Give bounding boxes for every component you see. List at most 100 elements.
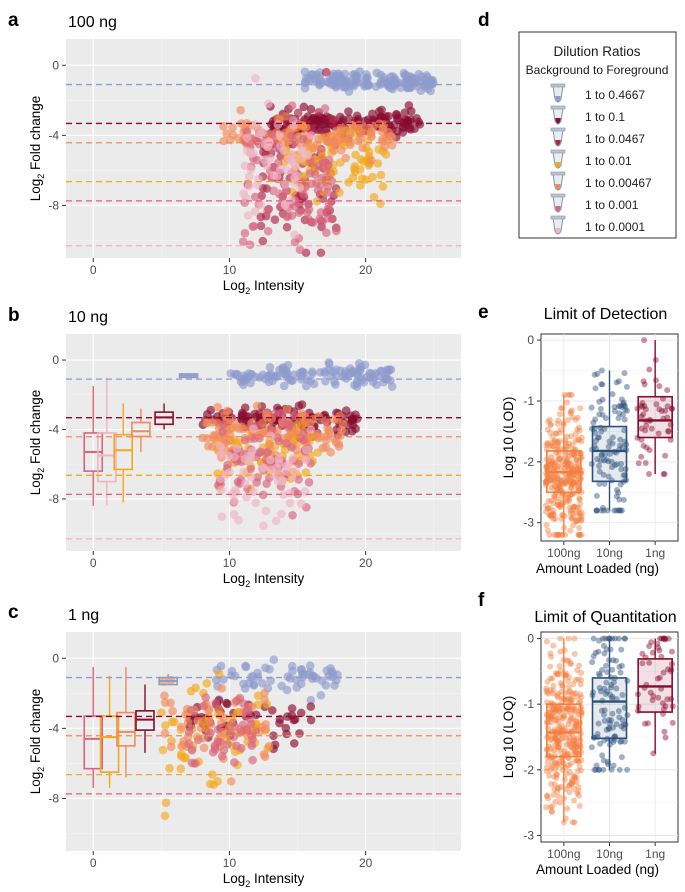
data-point <box>658 408 665 415</box>
data-point <box>304 73 313 82</box>
data-point <box>592 437 599 444</box>
data-point <box>616 766 623 773</box>
data-point <box>551 463 558 470</box>
data-point <box>570 479 577 486</box>
data-point <box>301 123 311 132</box>
data-point <box>232 741 241 751</box>
data-point <box>543 442 550 449</box>
data-point <box>566 453 573 460</box>
data-point <box>229 732 239 741</box>
tube-cap-icon <box>550 171 566 176</box>
data-point <box>567 507 574 514</box>
data-point <box>638 453 645 460</box>
data-point <box>555 690 562 697</box>
data-point <box>659 700 666 707</box>
data-point <box>246 472 256 482</box>
data-point <box>554 784 561 791</box>
data-point <box>606 691 613 698</box>
data-point <box>269 655 279 664</box>
data-point <box>331 438 341 447</box>
data-point <box>361 80 370 90</box>
data-point <box>565 689 572 696</box>
legend-item-label: 1 to 0.001 <box>585 198 639 212</box>
data-point <box>601 451 608 458</box>
data-point <box>613 461 620 468</box>
data-point <box>554 486 561 493</box>
data-point <box>576 531 583 538</box>
data-point <box>242 373 252 383</box>
data-point <box>290 230 299 240</box>
data-point <box>348 173 358 182</box>
data-point <box>242 725 252 735</box>
data-point <box>304 477 314 487</box>
data-point <box>600 757 607 764</box>
legend-item: 1 to 0.1 <box>550 105 625 125</box>
data-point <box>310 77 319 86</box>
panel-title-a: 100 ng <box>68 14 117 31</box>
data-point <box>588 744 595 751</box>
data-point <box>187 758 197 768</box>
data-point <box>571 451 578 458</box>
data-point <box>224 451 233 460</box>
legend-item-label: 1 to 0.0467 <box>585 132 645 146</box>
data-point <box>199 743 209 753</box>
data-point <box>247 447 256 456</box>
data-point <box>554 498 561 505</box>
data-point <box>554 463 561 470</box>
data-point <box>608 682 615 689</box>
data-point <box>550 511 557 518</box>
data-point <box>605 458 612 465</box>
data-point <box>621 635 628 642</box>
data-point <box>597 740 604 747</box>
data-point <box>294 401 304 411</box>
data-point <box>564 695 571 702</box>
data-point <box>550 507 557 514</box>
data-point <box>578 677 585 684</box>
data-point <box>562 531 569 538</box>
data-point <box>248 755 257 765</box>
data-point <box>161 798 171 808</box>
data-point <box>578 531 585 538</box>
data-point <box>566 495 573 502</box>
data-point <box>575 725 582 732</box>
data-point <box>216 474 225 484</box>
data-point <box>638 425 645 432</box>
data-point <box>544 527 551 534</box>
data-point <box>279 490 288 500</box>
data-point <box>176 751 186 761</box>
x-tick-label: 10ng <box>596 847 623 861</box>
data-point <box>217 683 227 693</box>
x-tick-label: 20 <box>359 556 373 570</box>
data-point <box>573 718 580 725</box>
data-point <box>547 512 554 519</box>
data-point <box>575 484 582 491</box>
data-point <box>570 745 577 752</box>
data-point <box>379 120 389 130</box>
data-point <box>597 405 604 412</box>
data-point <box>563 735 570 742</box>
plot-background <box>66 334 461 551</box>
data-point <box>184 727 194 737</box>
data-point <box>287 472 297 482</box>
scatter-panel-100ng: 0 -4 -8 0 10 20 Log2 Intensity Log2 Fold change <box>28 39 461 296</box>
data-point <box>568 477 575 484</box>
data-point <box>220 411 229 421</box>
data-point <box>594 434 601 441</box>
y-axis-title: Log 10 (LOD) <box>501 397 516 479</box>
legend-item: 1 to 0.00467 <box>550 171 652 191</box>
data-point <box>230 721 240 731</box>
data-point <box>549 458 556 465</box>
data-point <box>566 391 573 398</box>
data-point <box>551 734 558 741</box>
data-point <box>577 500 584 507</box>
data-point <box>617 669 624 676</box>
data-point <box>661 728 668 735</box>
data-point <box>575 436 582 443</box>
data-point <box>597 457 604 464</box>
data-point <box>566 717 573 724</box>
data-point <box>223 699 232 709</box>
data-point <box>260 688 269 698</box>
data-point <box>608 458 615 465</box>
data-point <box>547 421 554 428</box>
data-point <box>557 503 564 510</box>
